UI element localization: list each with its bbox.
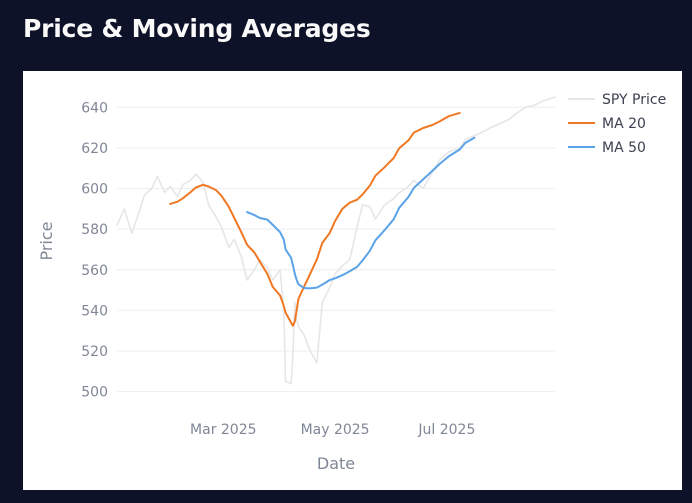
- x-tick-label: Mar 2025: [190, 422, 257, 438]
- series-lines: [116, 96, 556, 385]
- y-axis-title: Price: [37, 221, 56, 260]
- legend-label: SPY Price: [602, 92, 666, 108]
- y-tick-label: 500: [81, 385, 108, 401]
- legend-item[interactable]: MA 20: [568, 116, 646, 132]
- spy-price-line[interactable]: [116, 96, 556, 385]
- y-tick-label: 540: [81, 303, 108, 319]
- x-tick-label: Jul 2025: [417, 422, 475, 438]
- y-tick-label: 580: [81, 222, 108, 238]
- y-axis-ticks: 500 520 540 560 580 600 620 640: [81, 100, 108, 400]
- legend-label: MA 50: [602, 140, 646, 156]
- gridlines: [117, 106, 555, 393]
- y-tick-label: 600: [81, 182, 108, 198]
- y-tick-label: 640: [81, 100, 108, 116]
- x-axis-title: Date: [317, 454, 355, 473]
- legend-label: MA 20: [602, 116, 646, 132]
- y-tick-label: 620: [81, 141, 108, 157]
- legend: SPY Price MA 20 MA 50: [568, 92, 666, 156]
- ma-50-line[interactable]: [246, 136, 476, 290]
- page-title: Price & Moving Averages: [23, 14, 371, 43]
- ma-20-line[interactable]: [169, 111, 461, 327]
- y-tick-label: 520: [81, 344, 108, 360]
- y-tick-label: 560: [81, 263, 108, 279]
- legend-item[interactable]: SPY Price: [568, 92, 666, 108]
- x-tick-label: May 2025: [301, 422, 370, 438]
- price-chart[interactable]: 500 520 540 560 580 600 620 640 Mar 2025 May 202…: [23, 71, 682, 490]
- legend-item[interactable]: MA 50: [568, 140, 646, 156]
- chart-panel: 500 520 540 560 580 600 620 640 Mar 2025 May 202…: [23, 71, 682, 490]
- x-axis-ticks: Mar 2025 May 2025 Jul 2025: [190, 422, 475, 438]
